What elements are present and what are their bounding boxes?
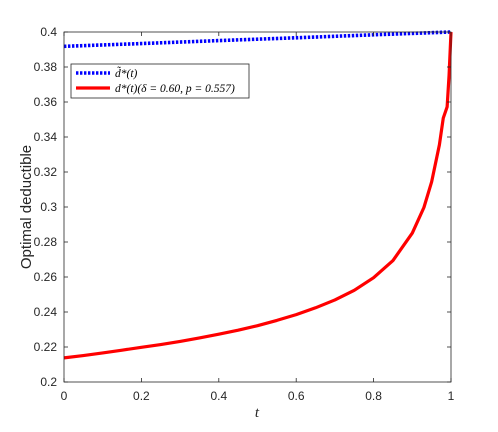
x-tick-label: 0.2 [133, 389, 150, 403]
x-axis-label: t [255, 405, 260, 421]
y-tick-label: 0.28 [34, 235, 58, 249]
legend: d̃*(t) d*(t)(δ = 0.60, p = 0.557) [70, 63, 250, 99]
x-tick-label: 0.4 [210, 389, 227, 403]
y-tick-label: 0.24 [34, 305, 58, 319]
series-line-0 [63, 30, 452, 49]
y-axis-label: Optimal deductible [18, 145, 35, 269]
legend-box [70, 63, 250, 99]
x-tick-label: 0 [61, 389, 68, 403]
y-tick-label: 0.34 [34, 130, 58, 144]
y-tick-label: 0.38 [34, 60, 58, 74]
y-tick-label: 0.26 [34, 270, 58, 284]
x-tick-label: 1 [448, 389, 455, 403]
legend-label-dstar: d*(t)(δ = 0.60, p = 0.557) [115, 83, 235, 95]
legend-label-dhat: d̃*(t) [115, 66, 138, 80]
y-tick-label: 0.32 [34, 165, 58, 179]
x-tick-label: 0.8 [365, 389, 382, 403]
y-tick-label: 0.3 [40, 200, 57, 214]
y-tick-label: 0.4 [40, 25, 57, 39]
series-line-1 [63, 31, 453, 360]
y-tick-label: 0.22 [34, 340, 58, 354]
x-tick-label: 0.6 [288, 389, 305, 403]
y-tick-label: 0.2 [40, 375, 57, 389]
ticks-layer: 0 0.2 0.4 0.6 0.8 1 0.2 0.22 0.24 0.26 0.28 0.3 0.32… [34, 25, 455, 403]
y-tick-label: 0.36 [34, 95, 58, 109]
